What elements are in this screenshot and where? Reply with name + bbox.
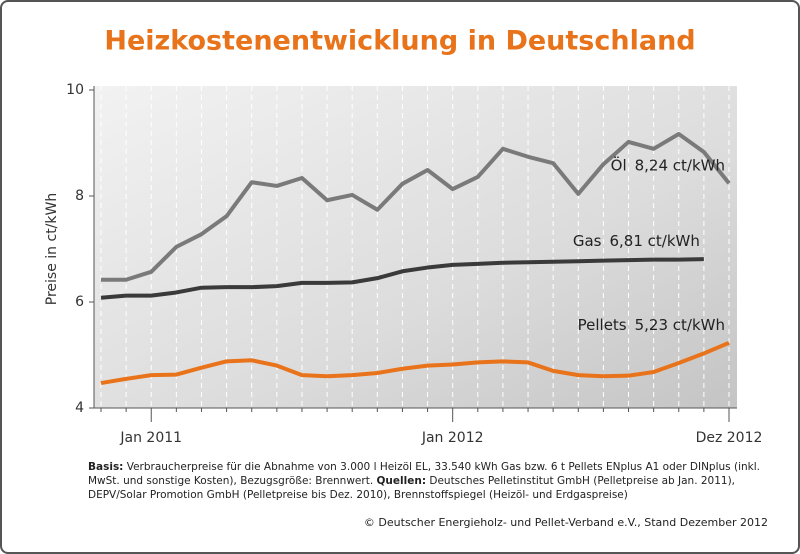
series-label: Pellets 5,23 ct/kWh bbox=[578, 315, 725, 333]
chart: Heizkostenentwicklung in Deutschland Pre… bbox=[44, 26, 763, 447]
data-label: 8,24 ct/kWh bbox=[635, 156, 725, 174]
series-line bbox=[101, 131, 731, 282]
footnote-text: Verbraucherpreise für die Abnahme von 3.… bbox=[88, 461, 760, 487]
footnote-heading: Basis: bbox=[88, 461, 124, 473]
data-label: 6,81 ct/kWh bbox=[610, 232, 700, 250]
y-tick-label: 6 bbox=[75, 294, 84, 310]
y-tick-label: 4 bbox=[75, 400, 84, 416]
series-line bbox=[100, 257, 704, 300]
chart-title: Heizkostenentwicklung in Deutschland bbox=[104, 26, 695, 57]
x-tick-label: Dez 2012 bbox=[696, 430, 763, 446]
y-tick-label: 8 bbox=[75, 188, 84, 204]
data-label: 5,23 ct/kWh bbox=[635, 315, 725, 333]
series-line bbox=[100, 340, 730, 386]
x-tick-label: Jan 2011 bbox=[119, 430, 182, 446]
series-label: Gas 6,81 ct/kWh bbox=[573, 232, 700, 250]
series-label: Öl 8,24 ct/kWh bbox=[611, 155, 725, 174]
footnote-text: Deutsches Pelletinstitut GmbH (Pelletpre… bbox=[88, 475, 736, 501]
y-tick-label: 10 bbox=[66, 82, 84, 98]
legend-name: Gas bbox=[573, 232, 602, 250]
y-axis-label: Preise in ct/kWh bbox=[44, 193, 60, 305]
legend-name: Pellets bbox=[578, 315, 627, 333]
plot-area bbox=[94, 86, 737, 408]
legend-name: Öl bbox=[611, 155, 627, 174]
copyright: © Deutscher Energieholz- und Pellet-Verb… bbox=[363, 516, 768, 529]
footnote-heading: Quellen: bbox=[376, 475, 427, 487]
x-tick-label: Jan 2012 bbox=[421, 430, 484, 446]
footnote: Basis: Verbraucherpreise für die Abnahme… bbox=[88, 460, 774, 502]
